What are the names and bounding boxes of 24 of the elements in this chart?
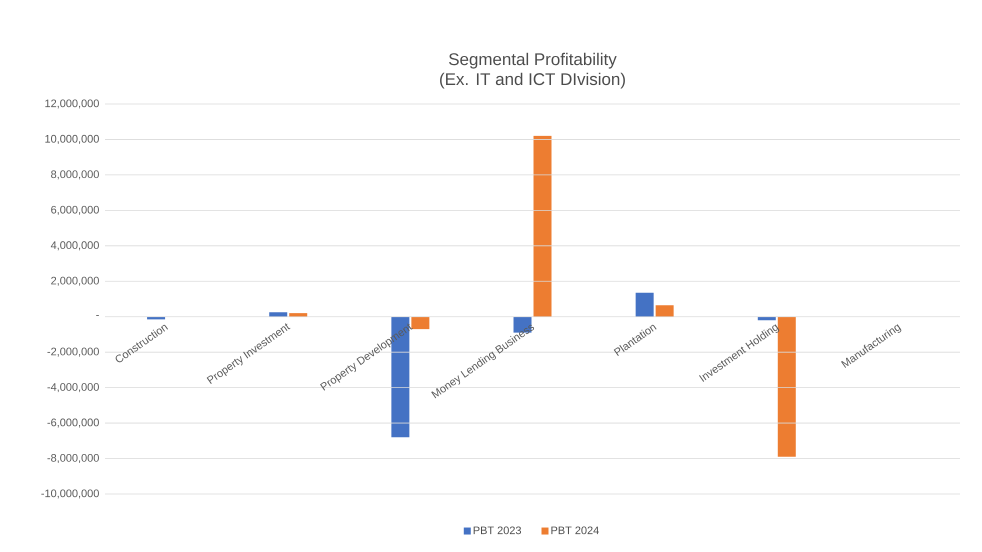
y-tick-label: -10,000,000	[41, 489, 99, 499]
legend-label: PBT 2023	[474, 526, 522, 534]
y-tick-label: 12,000,000	[45, 99, 99, 109]
y-tick-label: 2,000,000	[51, 276, 99, 286]
bar	[656, 305, 674, 317]
y-tick-label: 8,000,000	[51, 170, 99, 180]
y-tick-label: -8,000,000	[47, 454, 99, 464]
bar	[758, 316, 776, 320]
y-tick-label: -6,000,000	[47, 418, 99, 428]
y-tick-label: -	[96, 315, 99, 316]
bar	[269, 312, 288, 317]
legend-label: PBT 2024	[551, 526, 599, 534]
chart-title: Segmental Profitability (Ex. IT and ICT DIvision)	[440, 52, 625, 88]
y-tick-label: 6,000,000	[51, 206, 99, 215]
bar	[636, 292, 654, 317]
y-tick-label: -2,000,000	[47, 348, 99, 357]
bar	[289, 313, 308, 317]
y-tick-label: 4,000,000	[50, 241, 99, 250]
bar	[778, 316, 796, 457]
y-tick-label: 10,000,000	[45, 134, 99, 144]
y-tick-label: -4,000,000	[47, 383, 99, 392]
bar	[147, 316, 166, 320]
bar	[534, 136, 552, 317]
bar	[411, 316, 430, 330]
